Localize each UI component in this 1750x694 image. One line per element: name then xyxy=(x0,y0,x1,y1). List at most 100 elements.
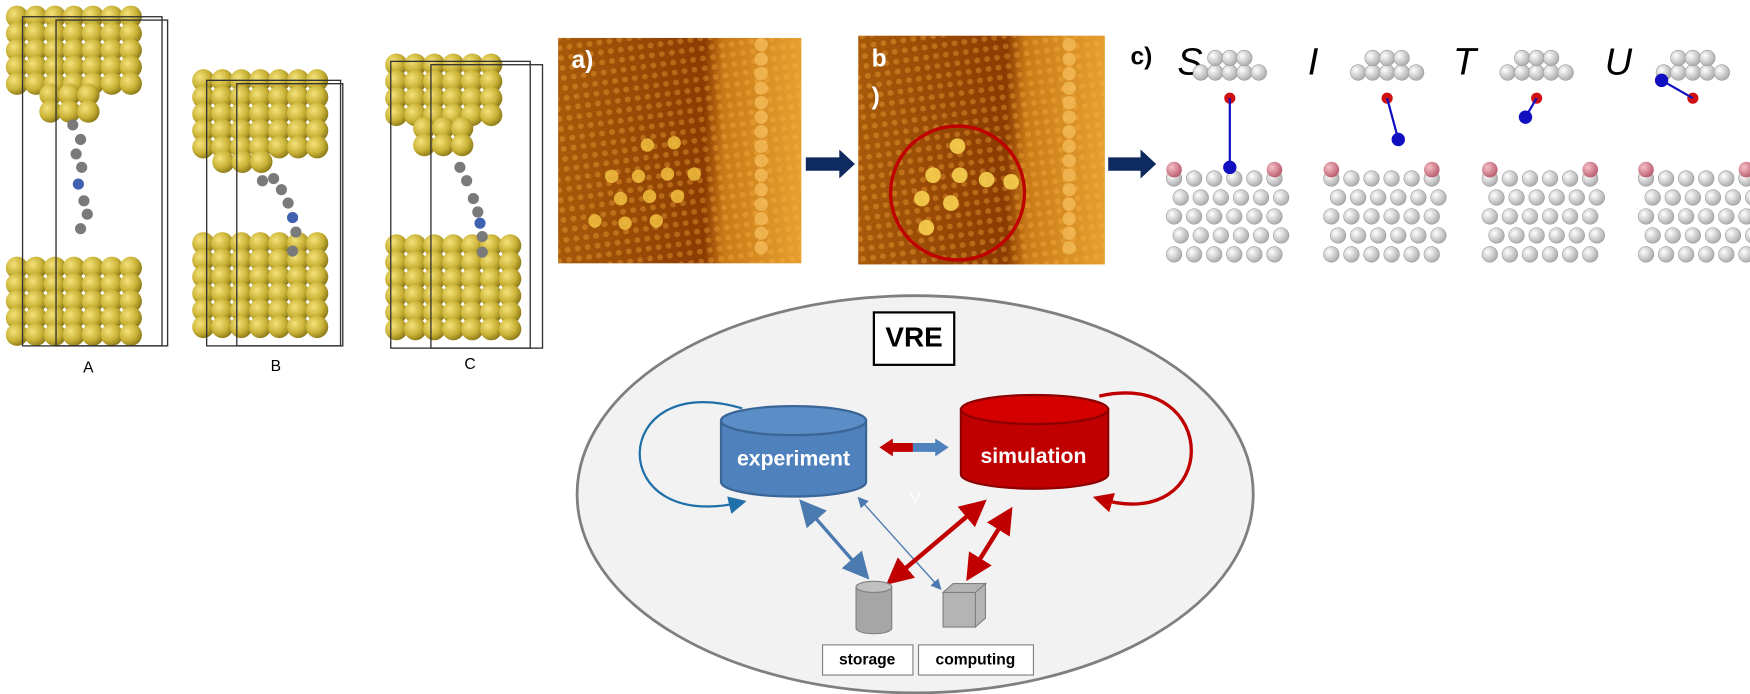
surface-atom xyxy=(1562,246,1579,263)
surface-atom xyxy=(1644,227,1661,244)
surface-atom xyxy=(1718,208,1735,225)
gold-atom xyxy=(286,85,310,109)
surface-atom xyxy=(1664,227,1681,244)
gold-atom xyxy=(249,282,272,305)
gold-atom xyxy=(43,22,67,45)
gold-atom xyxy=(119,39,142,62)
adsorbate xyxy=(649,214,664,228)
surface-atom xyxy=(1343,246,1360,263)
tip-atom xyxy=(1236,49,1253,67)
tip-atom xyxy=(1207,49,1224,67)
gold-atom xyxy=(119,273,142,296)
exchange-arrow xyxy=(912,438,949,457)
gold-atom xyxy=(268,265,291,288)
co-atom xyxy=(1518,110,1533,124)
surface-atom xyxy=(1212,227,1229,244)
oxygen-site xyxy=(1166,161,1182,178)
surface-atom xyxy=(1323,246,1340,263)
molecule-atom xyxy=(461,175,473,187)
gold-atom xyxy=(62,39,86,62)
molecule-atom xyxy=(454,161,466,173)
gold-atom xyxy=(249,85,272,109)
surface-atom xyxy=(1430,189,1447,206)
gold-atom xyxy=(423,234,446,257)
tip-atom xyxy=(1207,64,1224,81)
surface-atom xyxy=(1390,227,1407,244)
step-atom xyxy=(754,168,768,182)
gold-atom xyxy=(119,22,142,45)
gold-atom xyxy=(249,102,272,125)
surface-atom xyxy=(1704,189,1722,206)
molecule-atom xyxy=(268,172,280,185)
surface-atom xyxy=(1528,227,1545,244)
loop-arrow xyxy=(638,401,747,514)
gold-atom xyxy=(268,232,291,255)
surface-atom xyxy=(1738,208,1750,225)
gold-atom xyxy=(230,299,253,322)
step-atom xyxy=(1062,66,1076,81)
gold-atom xyxy=(498,267,522,291)
gold-atom xyxy=(62,290,86,313)
surface-atom xyxy=(1508,189,1525,206)
gold-atom xyxy=(423,87,446,110)
adsorbate xyxy=(604,169,619,183)
gold-atom xyxy=(423,251,446,274)
gold-atom xyxy=(81,256,105,279)
gold-atom xyxy=(249,232,272,255)
tip-atom xyxy=(1670,64,1687,81)
gold-atom xyxy=(451,117,474,140)
step-atom xyxy=(1062,153,1076,168)
gold-atom xyxy=(77,100,100,123)
gold-atom xyxy=(451,133,474,157)
step-atom xyxy=(754,153,768,168)
gold-atom xyxy=(119,55,142,79)
surface-atom xyxy=(1521,246,1539,263)
junction-label: B xyxy=(271,358,281,375)
gold-atom xyxy=(192,282,215,305)
tip-atom xyxy=(1557,64,1574,81)
surface-atom xyxy=(1568,189,1585,206)
surface-atom xyxy=(1383,208,1400,225)
gold-atom xyxy=(100,273,123,296)
molecule-atom xyxy=(256,175,269,187)
surface-atom xyxy=(1165,246,1183,263)
tip-atom xyxy=(1499,64,1516,81)
step-atom xyxy=(1062,197,1076,211)
gold-atom xyxy=(192,265,215,288)
surface-atom xyxy=(1664,189,1681,206)
surface-atom xyxy=(1410,189,1427,206)
gold-atom xyxy=(24,55,48,79)
gold-atom xyxy=(404,251,427,274)
surface-atom xyxy=(1206,208,1223,225)
adsorbate xyxy=(978,171,995,188)
gold-atom xyxy=(432,133,455,157)
gold-atom xyxy=(119,306,142,330)
surface-atom xyxy=(1226,246,1243,263)
gold-atom xyxy=(305,119,329,142)
step-atom xyxy=(754,95,768,110)
surface-atom xyxy=(1488,189,1505,206)
tip-atom xyxy=(1350,64,1367,81)
gold-atom xyxy=(404,267,427,291)
gold-atom xyxy=(250,150,273,173)
gold-atom xyxy=(404,234,427,257)
surface-atom xyxy=(1266,208,1283,225)
surface-atom xyxy=(1541,208,1559,225)
arrow xyxy=(805,149,855,179)
vre-title: VRE xyxy=(885,322,942,353)
molecule-atom xyxy=(70,148,82,160)
gold-atom xyxy=(480,317,503,341)
surface-atom xyxy=(1383,246,1400,263)
surface-atom xyxy=(1273,189,1290,206)
experiment-cylinder xyxy=(719,419,868,498)
surface-atom xyxy=(1390,189,1407,206)
gold-atom xyxy=(43,256,67,279)
surface-atom xyxy=(1541,246,1559,263)
surface-atom xyxy=(1329,189,1347,206)
surface-atom xyxy=(1678,246,1695,263)
gold-atom xyxy=(192,248,215,272)
tip-atom xyxy=(1250,64,1267,81)
surface-atom xyxy=(1410,227,1427,244)
step-atom xyxy=(754,37,768,52)
surface-atom xyxy=(1363,208,1380,225)
